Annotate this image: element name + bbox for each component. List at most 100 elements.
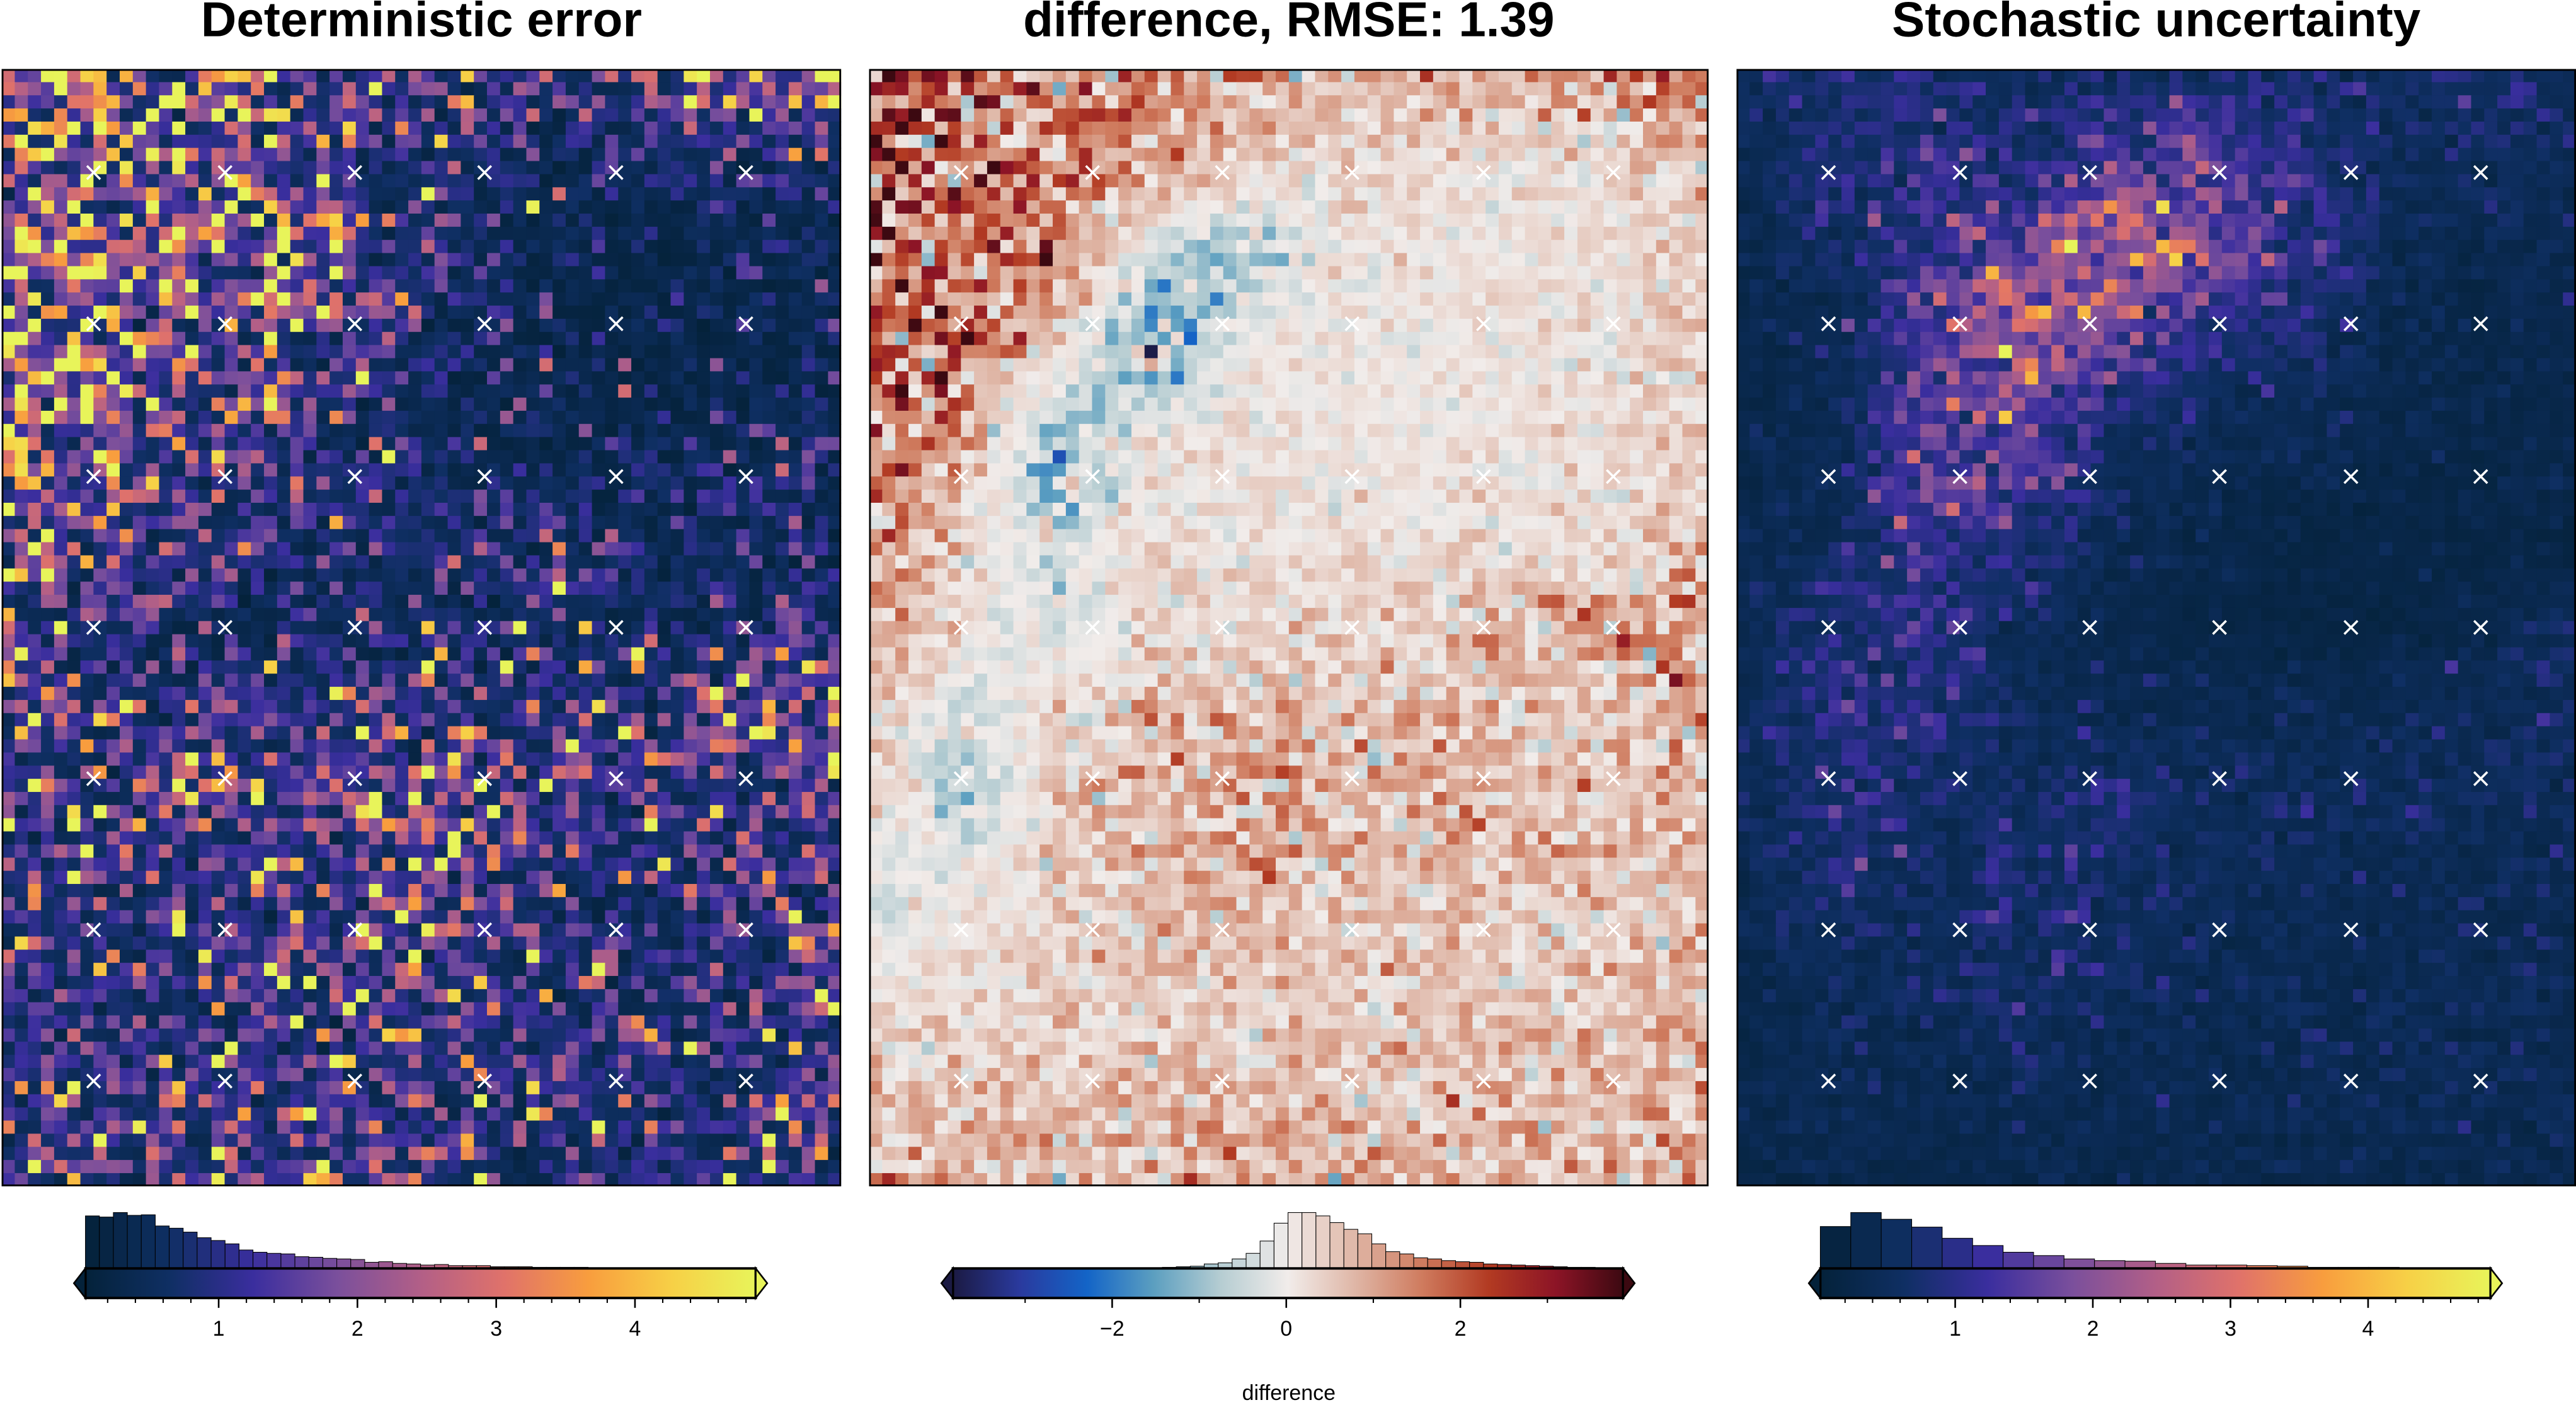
heatmap-cell bbox=[474, 897, 488, 911]
heatmap-cell bbox=[67, 857, 81, 872]
heatmap-cell bbox=[815, 95, 829, 110]
heatmap-cell bbox=[605, 910, 619, 924]
heatmap-cell bbox=[198, 791, 212, 806]
heatmap-cell bbox=[290, 95, 304, 110]
heatmap-cell bbox=[474, 292, 488, 307]
heatmap-cell bbox=[342, 607, 357, 622]
heatmap-cell bbox=[592, 634, 606, 648]
heatmap-cell bbox=[211, 883, 226, 898]
heatmap-cell bbox=[644, 831, 658, 846]
heatmap-cell bbox=[54, 1055, 68, 1069]
heatmap-cell bbox=[159, 502, 173, 517]
heatmap-cell bbox=[159, 423, 173, 438]
heatmap-cell bbox=[552, 818, 566, 832]
heatmap-cell bbox=[709, 963, 724, 977]
heatmap-cell bbox=[264, 345, 278, 359]
heatmap-cell bbox=[736, 371, 750, 386]
heatmap-cell bbox=[67, 791, 81, 806]
heatmap-cell bbox=[736, 279, 750, 294]
heatmap-cell bbox=[264, 883, 278, 898]
heatmap-cell bbox=[146, 214, 160, 227]
heatmap-cell bbox=[788, 595, 803, 609]
heatmap-cell bbox=[14, 607, 29, 622]
heatmap-cell bbox=[644, 739, 658, 754]
heatmap-cell bbox=[631, 883, 645, 898]
heatmap-cell bbox=[290, 331, 304, 346]
heatmap-cell bbox=[395, 226, 409, 241]
heatmap-cell bbox=[408, 410, 422, 425]
heatmap-cell bbox=[684, 331, 698, 346]
heatmap-cell bbox=[303, 134, 318, 149]
heatmap-cell bbox=[329, 766, 344, 780]
heatmap-cell bbox=[329, 699, 344, 714]
heatmap-cell bbox=[159, 699, 173, 714]
heatmap-cell bbox=[369, 726, 383, 740]
heatmap-cell bbox=[369, 871, 383, 885]
heatmap-cell bbox=[1, 766, 16, 780]
heatmap-cell bbox=[461, 923, 475, 938]
heatmap-cell bbox=[709, 936, 724, 951]
heatmap-cell bbox=[421, 69, 435, 83]
heatmap-cell bbox=[211, 437, 226, 451]
heatmap-cell bbox=[395, 266, 409, 280]
heatmap-cell bbox=[776, 1015, 789, 1029]
heatmap-cell bbox=[224, 121, 239, 135]
heatmap-cell bbox=[342, 791, 357, 806]
heatmap-cell bbox=[526, 634, 541, 648]
heatmap-cell bbox=[329, 910, 344, 924]
heatmap-cell bbox=[382, 239, 396, 254]
heatmap-cell bbox=[54, 582, 68, 596]
heatmap-cell bbox=[723, 1028, 737, 1043]
heatmap-cell bbox=[303, 214, 318, 227]
heatmap-cell bbox=[303, 805, 318, 819]
heatmap-cell bbox=[14, 1028, 29, 1043]
heatmap-cell bbox=[434, 1015, 449, 1029]
heatmap-cell bbox=[224, 69, 239, 83]
heatmap-cell bbox=[592, 1081, 606, 1095]
heatmap-cell bbox=[41, 555, 55, 570]
heatmap-cell bbox=[487, 555, 501, 570]
heatmap-cell bbox=[513, 674, 527, 688]
heatmap-cell bbox=[762, 779, 777, 793]
heatmap-cell bbox=[198, 779, 212, 793]
heatmap-cell bbox=[828, 752, 842, 767]
heatmap-cell bbox=[28, 174, 42, 188]
heatmap-cell bbox=[461, 502, 475, 517]
heatmap-cell bbox=[749, 318, 764, 333]
heatmap-cell bbox=[461, 555, 475, 570]
heatmap-cell bbox=[631, 95, 645, 110]
heatmap-cell bbox=[736, 1068, 750, 1082]
heatmap-cell bbox=[592, 1041, 606, 1056]
heatmap-cell bbox=[41, 200, 55, 215]
heatmap-cell bbox=[500, 292, 514, 307]
heatmap-cell bbox=[474, 529, 488, 543]
heatmap-cell bbox=[303, 371, 318, 386]
heatmap-cell bbox=[801, 687, 816, 701]
heatmap-cell bbox=[631, 306, 645, 319]
heatmap-cell bbox=[342, 121, 357, 135]
heatmap-cell bbox=[578, 476, 593, 491]
heatmap-cell bbox=[776, 582, 789, 596]
heatmap-cell bbox=[697, 410, 711, 425]
heatmap-cell bbox=[106, 674, 121, 688]
heatmap-cell bbox=[723, 883, 737, 898]
heatmap-cell bbox=[342, 279, 357, 294]
heatmap-cell bbox=[159, 200, 173, 215]
heatmap-cell bbox=[736, 502, 750, 517]
heatmap-cell bbox=[709, 989, 724, 1003]
heatmap-cell bbox=[329, 200, 344, 215]
heatmap-cell bbox=[355, 818, 370, 832]
heatmap-cell bbox=[670, 595, 685, 609]
heatmap-cell bbox=[382, 857, 396, 872]
heatmap-cell bbox=[749, 200, 764, 215]
heatmap-cell bbox=[316, 1015, 331, 1029]
heatmap-cell bbox=[697, 963, 711, 977]
heatmap-cell bbox=[93, 345, 108, 359]
heatmap-cell bbox=[684, 82, 698, 96]
heatmap-cell bbox=[106, 450, 121, 464]
heatmap-cell bbox=[290, 463, 304, 478]
heatmap-cell bbox=[264, 108, 278, 123]
heatmap-cell bbox=[434, 398, 449, 411]
heatmap-cell bbox=[788, 134, 803, 149]
heatmap-cell bbox=[709, 253, 724, 267]
